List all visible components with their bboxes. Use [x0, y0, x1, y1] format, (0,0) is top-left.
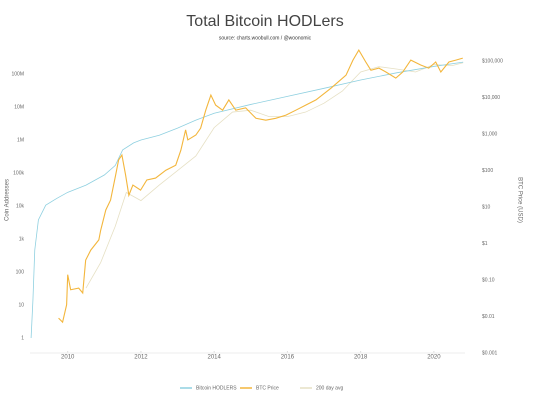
x-tick-label: 2010 [61, 355, 75, 361]
y-axis-title: Coin Addresses [5, 179, 11, 221]
legend-label: Bitcoin HODLERS [196, 385, 237, 391]
y-tick-label: 100 [16, 269, 25, 275]
y-tick-label: 1 [21, 335, 24, 341]
y-tick-label: 1M [17, 137, 24, 143]
y-tick-label: 10k [16, 203, 25, 209]
y-tick-label: 1k [19, 236, 25, 242]
legend-label: 200 day avg [316, 385, 343, 391]
y2-tick-label: $1,000 [482, 131, 498, 137]
series-line [85, 62, 464, 289]
x-tick-label: 2018 [354, 355, 368, 361]
y2-tick-label: $100,000 [482, 58, 503, 64]
y2-axis-title: BTC Price (USD) [516, 177, 522, 223]
x-tick-label: 2016 [281, 355, 295, 361]
y-tick-label: 10 [18, 302, 24, 308]
y2-tick-label: $10 [482, 204, 491, 210]
y2-tick-label: $1 [482, 241, 488, 247]
y2-tick-label: $10,000 [482, 95, 500, 101]
y2-tick-label: $0.01 [482, 314, 495, 320]
y-tick-label: 100M [11, 71, 24, 77]
x-tick-label: 2020 [427, 355, 441, 361]
chart-subtitle: source: charts.woobull.com / @woonomic [219, 35, 312, 41]
chart-title: Total Bitcoin HODLers [186, 13, 343, 30]
legend-label: BTC Price [256, 385, 279, 391]
x-tick-label: 2014 [207, 355, 221, 361]
y2-tick-label: $100 [482, 168, 493, 174]
y-tick-label: 100k [13, 170, 24, 176]
y2-tick-label: $0.10 [482, 277, 495, 283]
series-line [30, 61, 464, 338]
x-tick-label: 2012 [134, 355, 148, 361]
y2-tick-label: $0.001 [482, 350, 498, 356]
series-line [58, 48, 463, 324]
y-tick-label: 10M [14, 104, 24, 110]
